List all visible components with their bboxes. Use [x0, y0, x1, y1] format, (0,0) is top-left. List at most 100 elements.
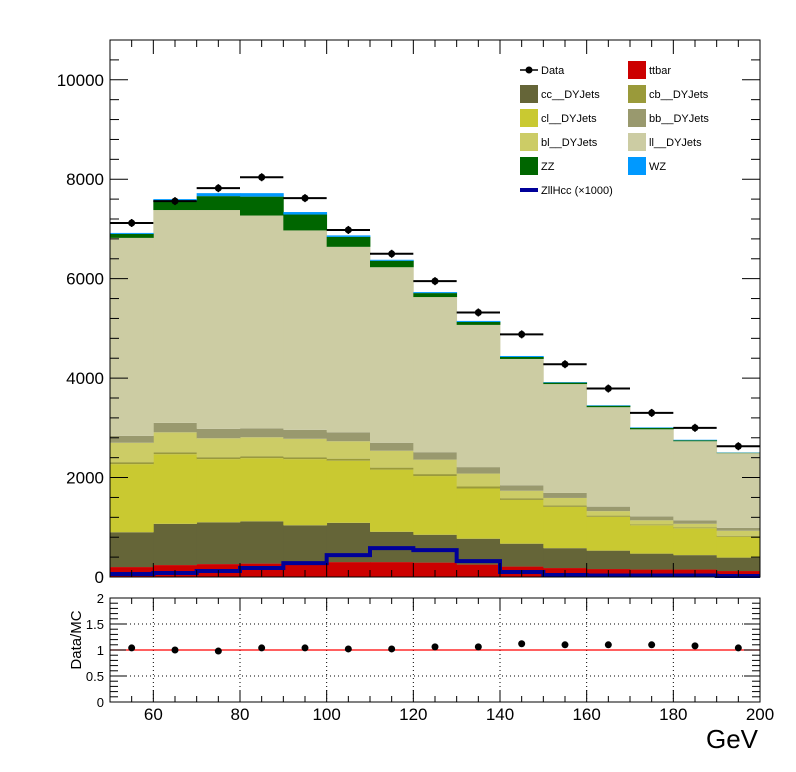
bar-segment	[326, 441, 371, 459]
bar-segment	[716, 535, 761, 537]
bar-segment	[153, 422, 198, 433]
bar-segment	[370, 260, 414, 268]
legend-swatch	[520, 157, 538, 175]
legend-swatch	[520, 133, 538, 151]
x-axis-label: GeV	[706, 724, 759, 754]
stack-zz	[110, 196, 761, 454]
bar-segment	[326, 432, 371, 442]
x-tick-label: 120	[399, 705, 427, 724]
bar-segment	[500, 498, 544, 500]
bar-segment	[413, 474, 458, 477]
bar-segment	[586, 407, 631, 507]
legend-swatch	[520, 109, 538, 127]
bar-segment	[153, 452, 198, 455]
ratio-point	[214, 647, 222, 655]
bar-segment	[456, 473, 501, 487]
stack-cl-dyjets	[110, 454, 761, 558]
legend-entry: cl__DYJets	[520, 109, 597, 127]
bar-segment	[673, 520, 718, 524]
legend-label: bb__DYJets	[649, 113, 709, 125]
legend-label: cl__DYJets	[541, 113, 597, 125]
ratio-point	[431, 643, 439, 651]
x-tick-label: 200	[746, 705, 774, 724]
bar-segment	[326, 460, 371, 523]
bar-segment	[716, 453, 761, 528]
bar-segment	[370, 467, 414, 470]
bar-segment	[196, 457, 241, 460]
legend-label: ll__DYJets	[649, 137, 702, 149]
main-plot: 0 2000 4000 6000 8000 10000	[57, 39, 761, 587]
bar-segment	[326, 235, 371, 237]
legend-entry: ZllHcc (×1000)	[520, 185, 613, 197]
bar-segment	[110, 232, 154, 234]
bar-segment	[110, 233, 154, 238]
bar-segment	[716, 527, 761, 531]
ratio-point	[734, 644, 742, 652]
legend-entry: ttbar	[628, 61, 671, 79]
bar-segment	[413, 476, 458, 535]
ratio-point	[474, 643, 482, 651]
bar-segment	[110, 442, 154, 463]
ratio-y-tick-label: 1.5	[86, 617, 104, 632]
bar-segment	[673, 527, 718, 529]
legend-label: Data	[541, 65, 565, 77]
stack-bb-dyjets	[110, 422, 761, 531]
data-point	[561, 360, 569, 368]
x-tick-label: 100	[312, 705, 340, 724]
data-point	[518, 330, 526, 338]
bar-segment	[630, 525, 674, 554]
bar-segment	[240, 521, 284, 564]
legend-swatch	[520, 85, 538, 103]
legend-swatch	[628, 61, 646, 79]
ratio-point	[691, 642, 699, 650]
bar-segment	[630, 429, 674, 517]
bar-segment	[586, 405, 631, 408]
data-point	[344, 226, 352, 234]
legend-entry: ll__DYJets	[628, 133, 702, 151]
y-tick-label: 4000	[66, 369, 104, 388]
bar-segment	[500, 499, 544, 544]
bar-segment	[326, 458, 371, 461]
ratio-y-tick-label: 2	[97, 591, 104, 606]
data-point	[604, 385, 612, 393]
bar-segment	[240, 456, 284, 459]
data-point	[388, 250, 396, 258]
bar-segment	[196, 210, 241, 429]
legend-label: WZ	[649, 161, 666, 173]
bar-segment	[500, 356, 544, 359]
bar-segment	[370, 562, 414, 577]
x-tick-label: 180	[659, 705, 687, 724]
stack-bl-dyjets	[110, 432, 761, 536]
bar-segment	[716, 536, 761, 558]
data-point	[474, 308, 482, 316]
bar-segment	[240, 428, 284, 438]
bar-segment	[110, 237, 154, 436]
ratio-plot: 0 0.5 1 1.5 2 60 80 100 120 140 160 180 200	[86, 591, 774, 724]
legend-swatch	[628, 109, 646, 127]
legend-label: ZllHcc (×1000)	[541, 185, 613, 197]
bar-segment	[456, 324, 501, 468]
bar-segment	[110, 435, 154, 443]
data-point	[648, 409, 656, 417]
bar-segment	[716, 530, 761, 536]
legend-label: ttbar	[649, 65, 671, 77]
bar-segment	[110, 462, 154, 465]
bar-segment	[196, 193, 241, 197]
ratio-y-tick-label: 1	[97, 643, 104, 658]
bar-segment	[456, 321, 501, 325]
bar-segment	[283, 429, 328, 439]
ratio-point	[518, 640, 526, 648]
y-tick-label: 6000	[66, 270, 104, 289]
bar-segment	[370, 267, 414, 443]
bar-segment	[456, 488, 501, 539]
bar-segment	[630, 516, 674, 521]
legend-label: cc__DYJets	[541, 89, 600, 101]
data-point	[214, 184, 222, 192]
bar-segment	[586, 506, 631, 512]
ratio-point	[648, 641, 656, 649]
bar-segment	[153, 454, 198, 524]
bar-segment	[326, 246, 371, 433]
legend-label: bl__DYJets	[541, 137, 598, 149]
